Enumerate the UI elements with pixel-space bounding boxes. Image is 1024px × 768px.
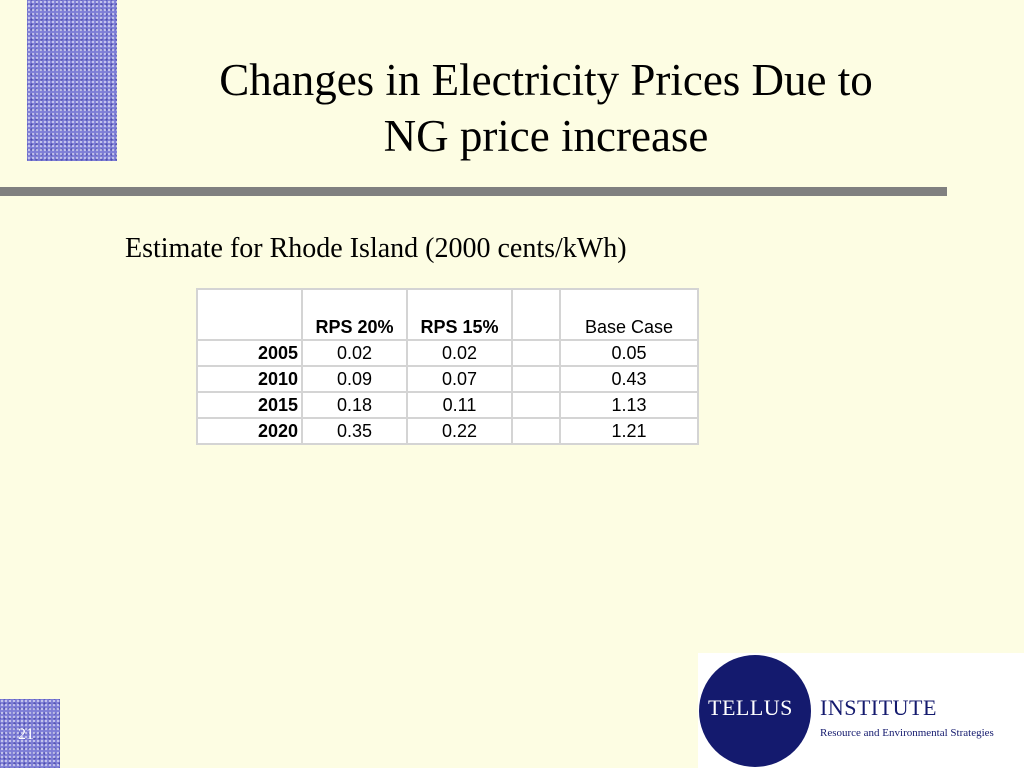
header-cell-base-case: Base Case bbox=[559, 288, 699, 341]
cell-blank bbox=[511, 417, 561, 445]
cell-rps20: 0.02 bbox=[301, 339, 408, 367]
row-year: 2005 bbox=[196, 339, 303, 367]
cell-blank bbox=[511, 365, 561, 393]
row-year: 2020 bbox=[196, 417, 303, 445]
decorative-pattern-bottom bbox=[0, 699, 60, 768]
cell-rps15: 0.02 bbox=[406, 339, 513, 367]
table-row: 2005 0.02 0.02 0.05 bbox=[196, 339, 699, 367]
header-cell-year bbox=[196, 288, 303, 341]
cell-rps20: 0.18 bbox=[301, 391, 408, 419]
cell-base-case: 0.05 bbox=[559, 339, 699, 367]
slide-title: Changes in Electricity Prices Due to NG … bbox=[150, 52, 942, 164]
header-cell-blank bbox=[511, 288, 561, 341]
row-year: 2015 bbox=[196, 391, 303, 419]
row-year: 2010 bbox=[196, 365, 303, 393]
logo-circle-emblem bbox=[699, 655, 811, 767]
cell-base-case: 1.21 bbox=[559, 417, 699, 445]
logo-word-institute: INSTITUTE bbox=[820, 695, 937, 720]
table-row: 2010 0.09 0.07 0.43 bbox=[196, 365, 699, 393]
cell-blank bbox=[511, 339, 561, 367]
cell-blank bbox=[511, 391, 561, 419]
table-header-row: RPS 20% RPS 15% Base Case bbox=[196, 288, 699, 341]
slide-title-line-2: NG price increase bbox=[383, 111, 709, 161]
table-row: 2020 0.35 0.22 1.21 bbox=[196, 417, 699, 445]
cell-rps20: 0.35 bbox=[301, 417, 408, 445]
tellus-institute-logo: TELLUS INSTITUTE Resource and Environmen… bbox=[698, 653, 1024, 768]
slide-number: 21 bbox=[18, 726, 34, 743]
header-cell-rps15: RPS 15% bbox=[406, 288, 513, 341]
title-divider bbox=[0, 187, 947, 196]
cell-rps20: 0.09 bbox=[301, 365, 408, 393]
cell-base-case: 1.13 bbox=[559, 391, 699, 419]
cell-rps15: 0.07 bbox=[406, 365, 513, 393]
logo-word-tellus: TELLUS bbox=[708, 695, 793, 720]
slide-subtitle: Estimate for Rhode Island (2000 cents/kW… bbox=[125, 233, 627, 264]
logo-tagline: Resource and Environmental Strategies bbox=[820, 727, 994, 739]
cell-base-case: 0.43 bbox=[559, 365, 699, 393]
cell-rps15: 0.22 bbox=[406, 417, 513, 445]
decorative-pattern-top bbox=[27, 0, 117, 161]
slide-title-line-1: Changes in Electricity Prices Due to bbox=[219, 55, 873, 105]
header-cell-rps20: RPS 20% bbox=[301, 288, 408, 341]
price-change-table: RPS 20% RPS 15% Base Case 2005 0.02 0.02… bbox=[196, 288, 699, 445]
table-row: 2015 0.18 0.11 1.13 bbox=[196, 391, 699, 419]
cell-rps15: 0.11 bbox=[406, 391, 513, 419]
